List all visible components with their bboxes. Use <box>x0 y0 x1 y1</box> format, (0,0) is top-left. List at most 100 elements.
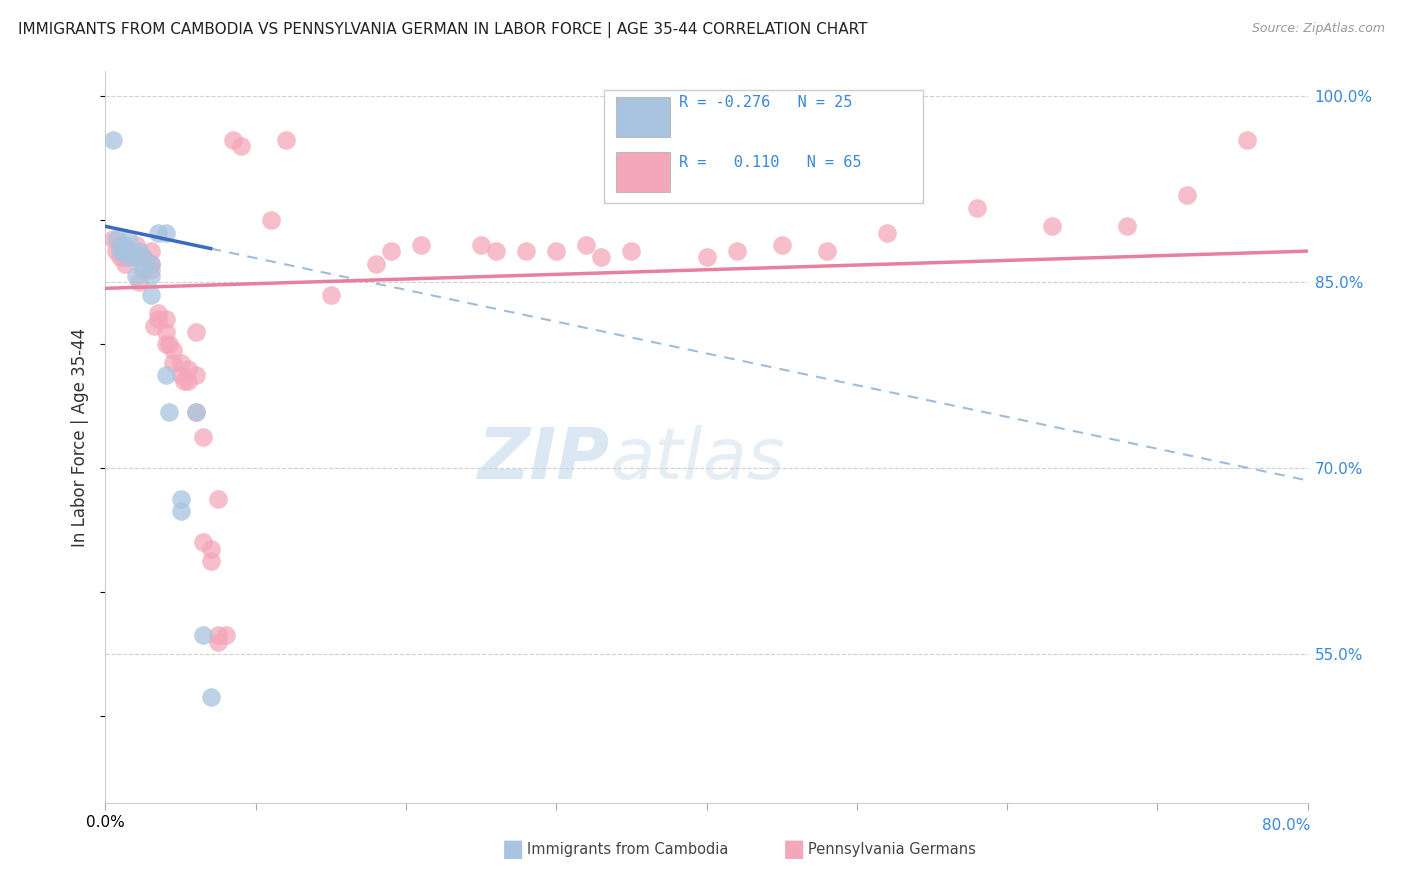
Point <box>139 262 162 277</box>
Point <box>112 250 135 264</box>
Point <box>200 690 222 705</box>
Point <box>157 405 180 419</box>
Point <box>162 343 184 358</box>
Point <box>157 337 180 351</box>
Point <box>110 238 132 252</box>
Point <box>696 250 718 264</box>
Point <box>132 262 155 277</box>
Point <box>101 132 124 146</box>
Point <box>770 238 793 252</box>
Point <box>260 213 283 227</box>
Point <box>207 491 229 506</box>
Point <box>155 368 177 383</box>
Point <box>169 368 191 383</box>
Point <box>162 356 184 370</box>
Point <box>191 628 214 642</box>
Point <box>214 628 236 642</box>
Point <box>146 312 169 326</box>
Point <box>146 306 169 320</box>
Point <box>1116 219 1139 234</box>
Point <box>876 226 898 240</box>
Point <box>139 256 162 270</box>
Point <box>169 491 191 506</box>
Point <box>184 405 207 419</box>
Point <box>173 374 195 388</box>
Point <box>114 238 136 252</box>
Point <box>815 244 838 259</box>
Point <box>470 238 492 252</box>
Point <box>132 262 155 277</box>
Point <box>155 337 177 351</box>
Text: Pennsylvania Germans: Pennsylvania Germans <box>808 842 976 856</box>
Point <box>132 250 155 264</box>
FancyBboxPatch shape <box>616 97 671 137</box>
Point <box>364 256 387 270</box>
Point <box>117 244 139 259</box>
Point <box>274 132 297 146</box>
Point <box>110 244 132 259</box>
Point <box>546 244 568 259</box>
Point <box>155 325 177 339</box>
Point <box>117 250 139 264</box>
FancyBboxPatch shape <box>616 152 671 192</box>
Point <box>177 374 200 388</box>
Point <box>207 628 229 642</box>
Point <box>132 250 155 264</box>
Point <box>191 430 214 444</box>
Point <box>121 244 143 259</box>
Point <box>515 244 537 259</box>
Point <box>155 226 177 240</box>
Point <box>107 232 129 246</box>
Y-axis label: In Labor Force | Age 35-44: In Labor Force | Age 35-44 <box>72 327 90 547</box>
Point <box>124 250 146 264</box>
Point <box>128 275 150 289</box>
Point <box>485 244 508 259</box>
Point <box>142 318 165 333</box>
Point <box>1236 132 1258 146</box>
Point <box>101 232 124 246</box>
Text: atlas: atlas <box>610 425 785 493</box>
Point <box>184 325 207 339</box>
Point <box>124 268 146 283</box>
Point <box>112 244 135 259</box>
Point <box>117 232 139 246</box>
Text: IMMIGRANTS FROM CAMBODIA VS PENNSYLVANIA GERMAN IN LABOR FORCE | AGE 35-44 CORRE: IMMIGRANTS FROM CAMBODIA VS PENNSYLVANIA… <box>18 22 868 38</box>
Point <box>966 201 988 215</box>
Point <box>169 356 191 370</box>
Point <box>200 541 222 556</box>
FancyBboxPatch shape <box>605 90 922 203</box>
Point <box>117 250 139 264</box>
Text: ZIP: ZIP <box>478 425 610 493</box>
Point <box>725 244 748 259</box>
Point <box>104 244 127 259</box>
Point <box>184 405 207 419</box>
Text: 80.0%: 80.0% <box>1263 818 1310 832</box>
Point <box>184 368 207 383</box>
Text: ■: ■ <box>502 838 524 861</box>
Point <box>146 226 169 240</box>
Point <box>124 250 146 264</box>
Point <box>620 244 643 259</box>
Point <box>139 256 162 270</box>
Point <box>191 535 214 549</box>
Point <box>177 362 200 376</box>
Point <box>1040 219 1063 234</box>
Point <box>169 504 191 518</box>
Text: R = -0.276   N = 25: R = -0.276 N = 25 <box>679 95 852 111</box>
Point <box>229 138 252 153</box>
Text: ■: ■ <box>783 838 806 861</box>
Point <box>139 268 162 283</box>
Point <box>207 634 229 648</box>
Point <box>128 244 150 259</box>
Point <box>110 250 132 264</box>
Point <box>222 132 245 146</box>
Point <box>139 244 162 259</box>
Point <box>591 250 613 264</box>
Point <box>139 287 162 301</box>
Text: Immigrants from Cambodia: Immigrants from Cambodia <box>527 842 728 856</box>
Text: Source: ZipAtlas.com: Source: ZipAtlas.com <box>1251 22 1385 36</box>
Point <box>114 256 136 270</box>
Point <box>409 238 432 252</box>
Text: R =   0.110   N = 65: R = 0.110 N = 65 <box>679 155 862 170</box>
Point <box>380 244 402 259</box>
